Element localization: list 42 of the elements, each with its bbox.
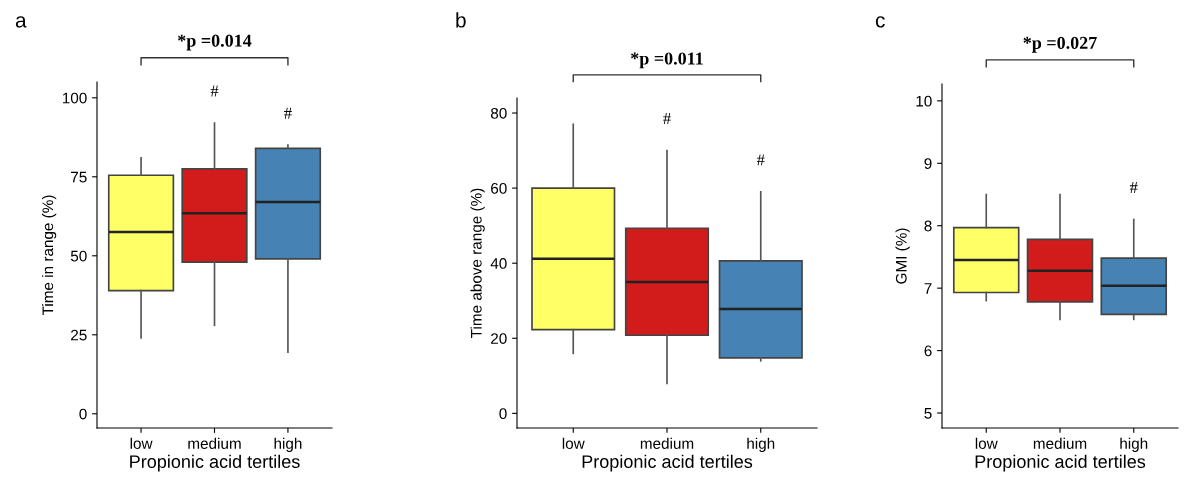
y-tick-label: 10 <box>916 95 932 107</box>
y-tick-label: 80 <box>490 107 507 119</box>
annotation: # <box>284 107 292 119</box>
annotation: # <box>1129 182 1138 193</box>
y-tick-label: 9 <box>924 158 932 169</box>
chart-title: b <box>456 12 466 28</box>
annotation: # <box>663 113 671 125</box>
x-tick-label: low <box>130 437 153 449</box>
y-tick-label: 60 <box>491 182 507 194</box>
x-axis-title: Propionic acid tertiles <box>130 454 300 472</box>
y-tick-label: 6 <box>924 345 932 357</box>
annotation: # <box>210 85 219 97</box>
y-tick-label: 20 <box>491 333 507 344</box>
y-tick-label: 0 <box>499 408 507 420</box>
x-tick-label: high <box>747 437 775 452</box>
x-axis-title: Propionic acid tertiles <box>582 454 753 472</box>
y-tick-label: 25 <box>71 329 87 341</box>
x-tick-label: high <box>1120 437 1148 452</box>
y-tick-label: 0 <box>79 408 87 420</box>
text: *p =0.027 <box>1023 36 1097 53</box>
x-axis-title: Propionic acid tertiles <box>975 454 1146 472</box>
x-tick-label: low <box>562 437 585 449</box>
y-axis-title: GMI (%) <box>895 228 910 284</box>
y-tick-label: 75 <box>71 171 87 183</box>
y-axis-title: Time in range (%) <box>41 195 57 316</box>
y-tick-label: 5 <box>924 408 932 419</box>
chart-title: a <box>15 16 27 28</box>
text: *p =0.011 <box>631 52 703 69</box>
x-tick-label: low <box>975 437 998 449</box>
x-tick-label: high <box>274 437 302 452</box>
y-tick-label: 50 <box>70 250 87 262</box>
y-tick-label: 7 <box>924 283 932 294</box>
y-tick-label: 8 <box>924 220 932 232</box>
x-tick-label: medium <box>188 437 241 449</box>
x-tick-label: medium <box>640 437 694 449</box>
text: *p =0.014 <box>178 34 252 51</box>
chart-title: c <box>875 16 885 28</box>
y-tick-label: 100 <box>62 92 87 104</box>
y-axis-title: Time above range (%) <box>470 188 485 338</box>
annotation: # <box>756 154 765 166</box>
x-tick-label: medium <box>1033 437 1087 449</box>
y-tick-label: 40 <box>490 258 507 269</box>
